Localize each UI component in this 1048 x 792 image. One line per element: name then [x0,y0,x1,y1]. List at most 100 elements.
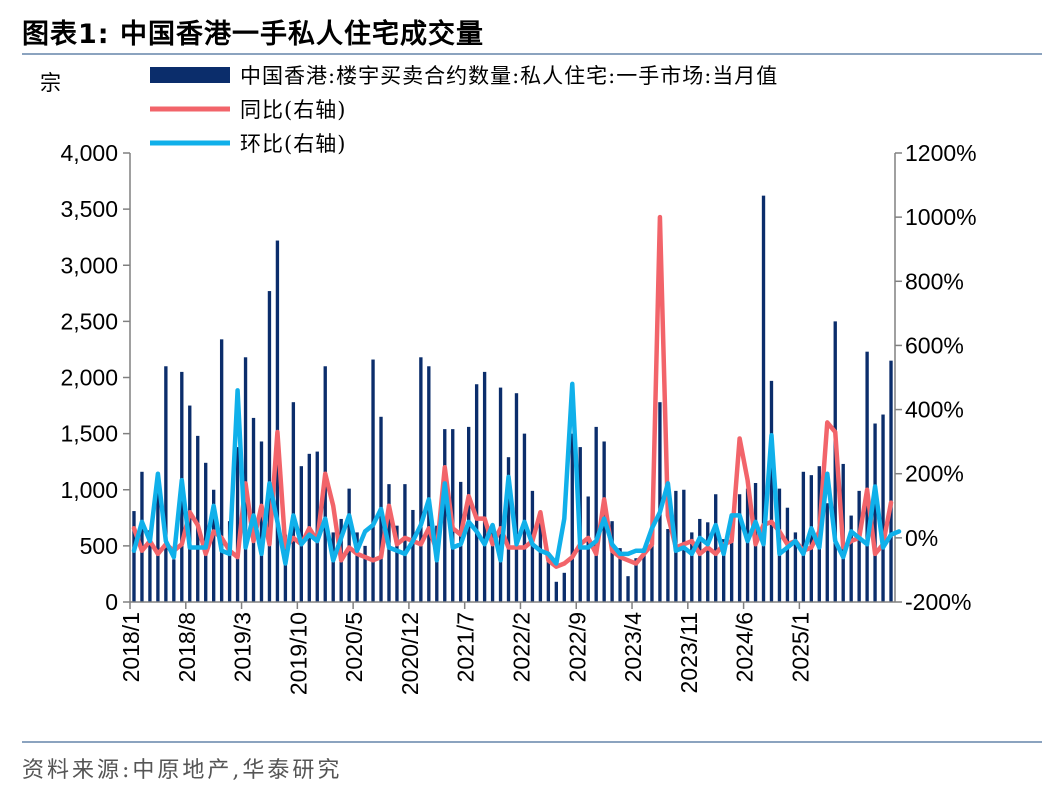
bar-48 [514,393,519,602]
bar-95 [889,360,893,602]
bar-60 [610,521,614,602]
bar-79 [761,195,766,602]
legend-label-bar: 中国香港:楼宇买卖合约数量:私人住宅:一手市场:当月值 [240,64,778,88]
x-tick-label-11: 2024/6 [732,612,758,682]
bar-18 [275,240,280,603]
bar-8 [196,435,200,602]
bar-83 [793,532,798,602]
bar-33 [395,525,399,602]
bar-35 [411,509,415,602]
right-tick-label-7: 1200% [905,140,977,166]
x-tick-label-8: 2022/9 [564,612,590,682]
bar-67 [666,529,670,602]
bar-1 [140,471,144,602]
x-tick-label-5: 2020/12 [397,612,423,695]
bar-87 [825,503,829,602]
legend-label-yoy: 同比(右轴) [240,98,346,122]
bar-42 [467,426,471,602]
x-tick-label-10: 2023/11 [676,612,702,693]
bar-21 [299,466,303,602]
bar-63 [634,558,638,602]
bar-44 [482,371,487,602]
bar-45 [490,530,495,602]
x-tick-label-2: 2019/3 [230,612,256,682]
bar-93 [873,423,877,602]
bar-2 [148,530,152,602]
x-tick-label-4: 2020/5 [341,612,367,682]
bar-37 [427,366,431,602]
bar-51 [538,520,543,602]
bar-80 [769,380,774,602]
bar-12 [227,521,232,602]
bar-43 [474,384,479,602]
bar-34 [403,484,407,602]
bar-16 [259,441,264,602]
bar-19 [283,534,288,602]
source-note: 资料来源:中原地产,华泰研究 [22,758,343,783]
left-tick-label-8: 4,000 [60,140,118,166]
bar-29 [363,545,367,603]
legend: 中国香港:楼宇买卖合约数量:私人住宅:一手市场:当月值 同比(右轴) 环比(右轴… [150,64,778,156]
left-tick-label-7: 3,500 [60,196,118,222]
title-divider [22,53,1042,55]
bar-17 [267,291,272,602]
bar-66 [658,402,662,602]
chart-title: 图表1: 中国香港一手私人住宅成交量 [22,19,484,50]
x-tick-label-7: 2022/2 [508,612,534,682]
x-tick-label-6: 2021/7 [453,612,479,682]
bar-7 [188,405,192,602]
bar-39 [443,429,447,602]
left-tick-label-3: 1,500 [60,421,118,447]
right-tick-label-0: -200% [905,589,971,615]
bar-94 [881,414,885,602]
bar-92 [865,351,869,602]
left-axis-unit: 宗 [40,71,61,95]
left-tick-label-4: 2,000 [60,365,118,391]
bar-14 [243,357,248,602]
bar-53 [554,581,558,602]
x-tick-label-9: 2023/4 [620,612,646,683]
bar-55 [570,433,574,603]
right-tick-label-6: 1000% [905,204,977,230]
right-tick-label-5: 800% [905,268,964,294]
bar-36 [419,357,423,602]
bar-11 [219,339,224,602]
bar-5 [172,559,176,602]
x-tick-label-0: 2018/1 [118,612,144,682]
bar-30 [371,359,375,602]
bar-70 [690,532,694,602]
bar-64 [642,548,646,602]
bar-72 [706,522,710,602]
right-tick-label-3: 400% [905,397,964,423]
bar-61 [618,548,622,602]
legend-swatch-bar [150,67,230,83]
bar-65 [650,534,654,602]
left-tick-label-5: 2,500 [60,308,118,334]
left-tick-label-6: 3,000 [60,252,118,278]
bar-85 [809,475,813,602]
bar-47 [506,457,511,602]
line-series [131,214,902,569]
bar-20 [291,402,296,602]
bar-28 [355,532,359,602]
bar-62 [626,576,630,602]
bar-9 [204,462,208,602]
bar-0 [132,511,136,602]
bar-73 [714,494,718,602]
bar-46 [498,387,503,602]
right-tick-label-1: 0% [905,525,938,551]
bar-52 [546,561,551,602]
right-tick-label-2: 200% [905,461,964,487]
bar-74 [722,539,726,602]
bar-75 [729,536,734,602]
bar-38 [435,525,439,602]
left-tick-label-0: 0 [105,589,118,615]
right-tick-label-4: 600% [905,332,964,358]
left-tick-label-2: 1,000 [60,477,118,503]
bar-91 [857,490,861,602]
bar-76 [737,494,742,602]
bar-58 [594,426,598,602]
left-tick-label-1: 500 [80,533,118,559]
bar-82 [785,507,790,602]
